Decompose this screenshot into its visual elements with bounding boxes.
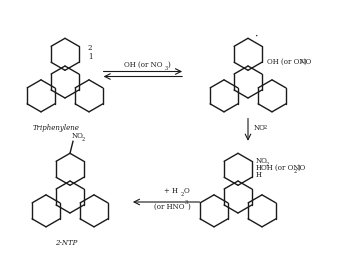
Text: 2: 2 xyxy=(82,137,85,142)
Text: H: H xyxy=(256,171,262,179)
Text: OH (or ONO: OH (or ONO xyxy=(261,164,305,172)
Text: 2: 2 xyxy=(180,191,183,196)
Text: 2: 2 xyxy=(88,44,92,52)
Text: NO: NO xyxy=(256,157,268,165)
Text: ): ) xyxy=(168,61,171,69)
Text: OH (or ONO: OH (or ONO xyxy=(267,58,311,66)
Text: 2-NTP: 2-NTP xyxy=(55,239,77,247)
Text: H: H xyxy=(256,164,262,172)
Text: ): ) xyxy=(297,164,300,172)
Text: ·: · xyxy=(255,31,259,41)
Text: 2: 2 xyxy=(266,162,269,167)
Text: NO: NO xyxy=(254,124,266,132)
Text: ): ) xyxy=(187,203,190,211)
Text: 3: 3 xyxy=(165,65,168,71)
Text: 2: 2 xyxy=(294,169,297,174)
Text: Triphenylene: Triphenylene xyxy=(33,124,80,132)
Text: + H: + H xyxy=(164,187,178,195)
Text: 2: 2 xyxy=(264,125,267,130)
Text: OH (or NO: OH (or NO xyxy=(123,61,162,69)
Text: 2: 2 xyxy=(300,59,303,64)
Text: 1: 1 xyxy=(88,53,92,61)
Text: 3: 3 xyxy=(184,199,187,204)
Text: ): ) xyxy=(303,58,306,66)
Text: (or HNO: (or HNO xyxy=(154,203,184,211)
Text: NO: NO xyxy=(72,132,84,140)
Text: O: O xyxy=(183,187,189,195)
